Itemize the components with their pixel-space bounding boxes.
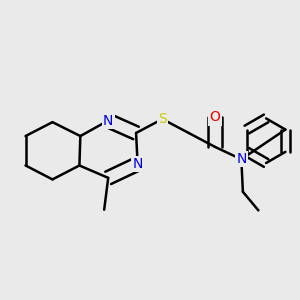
Text: N: N (132, 157, 143, 171)
Text: O: O (210, 110, 220, 124)
Text: S: S (158, 112, 167, 126)
Text: N: N (236, 152, 247, 166)
Text: N: N (103, 114, 113, 128)
